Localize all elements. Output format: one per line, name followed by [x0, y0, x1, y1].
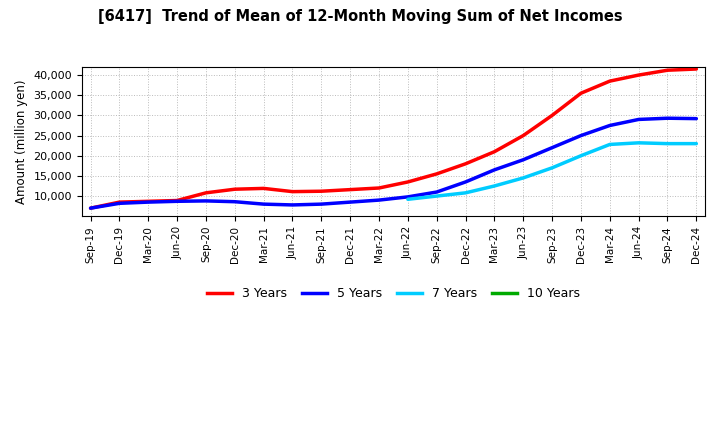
5 Years	[462, 180, 470, 185]
Y-axis label: Amount (million yen): Amount (million yen)	[15, 79, 28, 204]
3 Years	[317, 189, 325, 194]
5 Years	[403, 194, 412, 199]
7 Years	[490, 183, 499, 189]
7 Years	[606, 142, 614, 147]
3 Years	[634, 73, 643, 78]
7 Years	[462, 190, 470, 195]
3 Years	[433, 171, 441, 176]
3 Years	[490, 149, 499, 154]
Text: [6417]  Trend of Mean of 12-Month Moving Sum of Net Incomes: [6417] Trend of Mean of 12-Month Moving …	[98, 9, 622, 24]
7 Years	[692, 141, 701, 146]
3 Years	[230, 187, 239, 192]
7 Years	[634, 140, 643, 146]
5 Years	[144, 199, 153, 205]
5 Years	[490, 167, 499, 172]
5 Years	[374, 198, 383, 203]
3 Years	[403, 180, 412, 185]
5 Years	[577, 133, 585, 138]
3 Years	[173, 198, 181, 203]
3 Years	[548, 113, 557, 118]
3 Years	[519, 133, 528, 138]
7 Years	[548, 165, 557, 170]
3 Years	[259, 186, 268, 191]
5 Years	[86, 205, 95, 211]
Line: 5 Years: 5 Years	[91, 118, 696, 208]
3 Years	[606, 78, 614, 84]
5 Years	[634, 117, 643, 122]
5 Years	[230, 199, 239, 204]
5 Years	[663, 116, 672, 121]
3 Years	[288, 189, 297, 194]
5 Years	[288, 202, 297, 208]
7 Years	[403, 197, 412, 202]
7 Years	[433, 194, 441, 199]
5 Years	[433, 189, 441, 194]
3 Years	[346, 187, 354, 192]
Line: 3 Years: 3 Years	[91, 69, 696, 208]
5 Years	[202, 198, 210, 204]
3 Years	[374, 185, 383, 191]
5 Years	[115, 201, 124, 206]
5 Years	[548, 145, 557, 150]
3 Years	[577, 91, 585, 96]
5 Years	[519, 157, 528, 162]
3 Years	[202, 190, 210, 195]
3 Years	[692, 66, 701, 72]
Line: 7 Years: 7 Years	[408, 143, 696, 199]
5 Years	[317, 202, 325, 207]
7 Years	[519, 175, 528, 180]
5 Years	[259, 202, 268, 207]
5 Years	[173, 199, 181, 204]
5 Years	[606, 123, 614, 128]
3 Years	[115, 199, 124, 205]
3 Years	[144, 199, 153, 204]
7 Years	[663, 141, 672, 146]
5 Years	[692, 116, 701, 121]
3 Years	[86, 205, 95, 211]
3 Years	[462, 161, 470, 166]
5 Years	[346, 199, 354, 205]
3 Years	[663, 68, 672, 73]
Legend: 3 Years, 5 Years, 7 Years, 10 Years: 3 Years, 5 Years, 7 Years, 10 Years	[202, 282, 585, 305]
7 Years	[577, 153, 585, 158]
